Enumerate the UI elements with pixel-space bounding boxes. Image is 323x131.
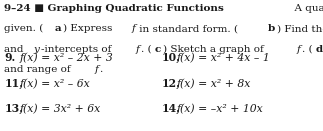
Text: f(x) = x² + 4x – 1: f(x) = x² + 4x – 1 bbox=[177, 52, 271, 63]
Text: 9–24 ■ Graphing Quadratic Functions: 9–24 ■ Graphing Quadratic Functions bbox=[4, 4, 224, 13]
Text: and: and bbox=[4, 45, 27, 54]
Text: ) Express: ) Express bbox=[63, 24, 116, 33]
Text: 14.: 14. bbox=[162, 103, 180, 114]
Text: f(x) = x² – 6x: f(x) = x² – 6x bbox=[20, 78, 90, 89]
Text: given. (: given. ( bbox=[4, 24, 44, 33]
Text: f: f bbox=[136, 45, 140, 54]
Text: ) Sketch a graph of: ) Sketch a graph of bbox=[163, 45, 267, 54]
Text: A quadratic function: A quadratic function bbox=[288, 4, 323, 13]
Text: 12.: 12. bbox=[162, 78, 180, 89]
Text: ) Find the vertex and: ) Find the vertex and bbox=[277, 24, 323, 33]
Text: f: f bbox=[297, 45, 301, 54]
Text: f: f bbox=[94, 65, 98, 74]
Text: a: a bbox=[55, 24, 61, 33]
Text: . (: . ( bbox=[302, 45, 313, 54]
Text: f(x) = 3x² + 6x: f(x) = 3x² + 6x bbox=[20, 103, 101, 114]
Text: 13.: 13. bbox=[4, 103, 23, 114]
Text: -intercepts of: -intercepts of bbox=[41, 45, 115, 54]
Text: y: y bbox=[34, 45, 39, 54]
Text: in standard form. (: in standard form. ( bbox=[136, 24, 238, 33]
Text: 11.: 11. bbox=[4, 78, 23, 89]
Text: f: f bbox=[131, 24, 135, 33]
Text: 9.: 9. bbox=[4, 52, 16, 63]
Text: b: b bbox=[268, 24, 275, 33]
Text: 10.: 10. bbox=[162, 52, 180, 63]
Text: c: c bbox=[155, 45, 161, 54]
Text: f(x) = x² + 8x: f(x) = x² + 8x bbox=[177, 78, 251, 89]
Text: .: . bbox=[99, 65, 103, 74]
Text: d: d bbox=[316, 45, 323, 54]
Text: and range of: and range of bbox=[4, 65, 74, 74]
Text: f(x) = x² – 2x + 3: f(x) = x² – 2x + 3 bbox=[20, 52, 113, 63]
Text: . (: . ( bbox=[141, 45, 152, 54]
Text: f(x) = –x² + 10x: f(x) = –x² + 10x bbox=[177, 103, 264, 114]
